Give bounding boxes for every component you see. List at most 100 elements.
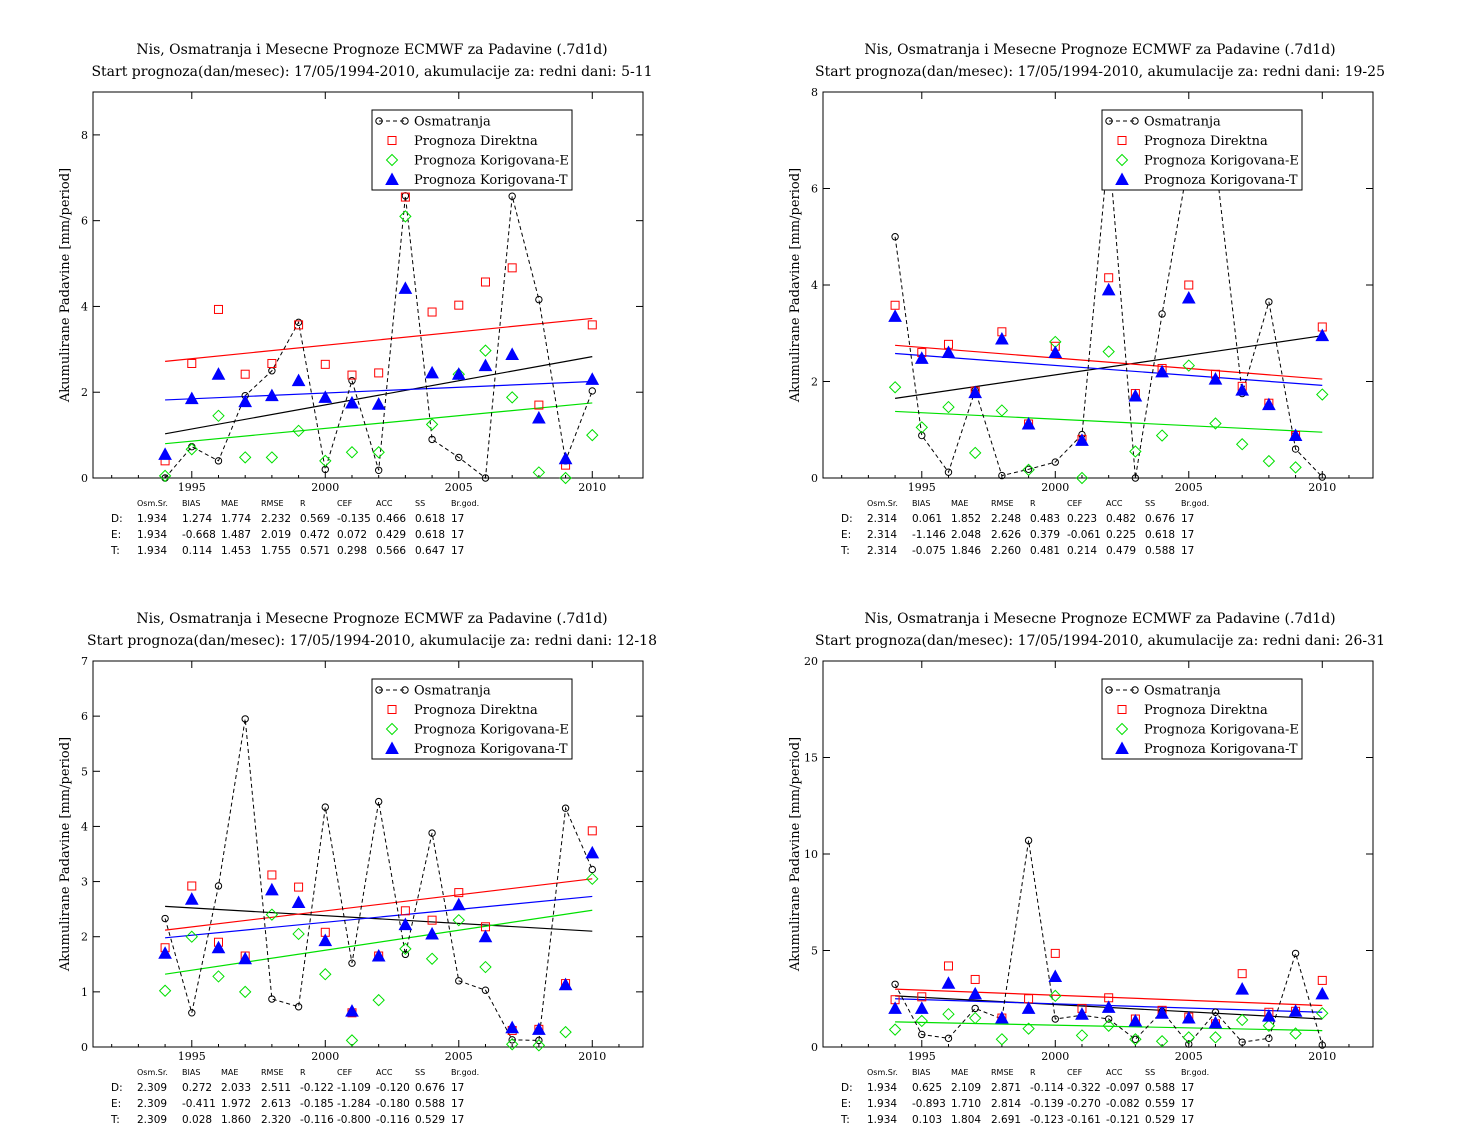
legend-label: Prognoza Korigovana-E [414, 723, 569, 738]
stats-row-label: T: [110, 1114, 120, 1126]
stats-header: BIAS [182, 499, 200, 508]
stats-value: 1.934 [137, 513, 167, 525]
stats-header: Br.god. [451, 499, 479, 508]
stats-row-label: E: [111, 529, 121, 541]
stats-row-label: T: [840, 545, 850, 557]
stats-value: 1.934 [137, 529, 167, 541]
stats-value: 0.272 [182, 1082, 212, 1094]
stats-value: 1.860 [221, 1114, 251, 1126]
point-diamond [1289, 1027, 1302, 1040]
stats-value: -0.135 [337, 513, 371, 525]
point-diamond [1075, 471, 1089, 485]
stats-value: 17 [451, 529, 464, 541]
point-square [187, 881, 197, 891]
legend-marker [385, 153, 399, 167]
stats-value: 0.483 [1030, 513, 1060, 525]
stats-value: 0.061 [912, 513, 942, 525]
legend-label: Osmatranja [1144, 115, 1221, 130]
stats-value: -0.123 [1030, 1114, 1064, 1126]
point-diamond [1075, 1029, 1089, 1042]
legend-marker [401, 117, 409, 125]
stats-value: 0.569 [300, 513, 330, 525]
chart-panel-1: Nis, Osmatranja i Mesecne Prognoze ECMWF… [58, 42, 653, 557]
stats-value: 0.481 [1030, 545, 1060, 557]
stats-value: 2.314 [867, 529, 897, 541]
point-diamond [185, 930, 198, 943]
point-diamond [532, 1039, 546, 1052]
legend-marker [1117, 136, 1127, 145]
stats-value: 2.309 [137, 1114, 167, 1126]
trend-line [895, 352, 1323, 386]
stats-value: 0.379 [1030, 529, 1060, 541]
point-square [1317, 975, 1327, 985]
chart-panel-2: Nis, Osmatranja i Mesecne Prognoze ECMWF… [788, 42, 1385, 557]
point-triangle [318, 390, 333, 403]
point-diamond [345, 1034, 359, 1047]
stats-value: 0.618 [415, 529, 445, 541]
point-diamond [915, 421, 928, 434]
point-square [480, 277, 490, 287]
stats-value: 0.103 [912, 1114, 942, 1126]
y-tick-label: 0 [811, 1041, 818, 1054]
y-tick-label: 20 [804, 655, 818, 668]
point-diamond [479, 960, 492, 974]
point-triangle [184, 892, 199, 905]
y-tick-label: 8 [81, 129, 88, 142]
point-square [890, 300, 900, 310]
legend-label: Osmatranja [414, 115, 491, 130]
point-circle [294, 1003, 303, 1011]
point-triangle [941, 976, 956, 989]
stats-value: 1.972 [221, 1098, 251, 1110]
point-square [187, 358, 197, 368]
stats-value: -1.284 [337, 1098, 371, 1110]
stats-value: 2.248 [991, 513, 1021, 525]
point-triangle [505, 347, 520, 360]
chart-subtitle: Start prognoza(dan/mesec): 17/05/1994-20… [815, 64, 1385, 80]
chart-subtitle: Start prognoza(dan/mesec): 17/05/1994-20… [815, 633, 1385, 649]
legend-label: Prognoza Korigovana-T [414, 173, 568, 188]
stats-header: ACC [376, 499, 393, 508]
stats-row-label: E: [841, 1098, 851, 1110]
stats-value: 0.466 [376, 513, 406, 525]
stats-header: R [300, 1068, 306, 1077]
legend-box [371, 109, 573, 191]
stats-value: 0.676 [1145, 513, 1175, 525]
stats-header: BIAS [182, 1068, 200, 1077]
point-square [917, 992, 927, 1002]
stats-value: 2.309 [137, 1082, 167, 1094]
stats-value: 17 [1181, 1098, 1194, 1110]
legend-label: Prognoza Direktna [414, 134, 538, 149]
point-triangle [158, 946, 172, 959]
stats-header: R [1030, 499, 1036, 508]
point-triangle [914, 351, 929, 364]
legend-label: Prognoza Korigovana-E [1144, 723, 1299, 738]
y-tick-label: 2 [811, 376, 818, 389]
stats-value: 17 [1181, 545, 1194, 557]
point-triangle [398, 917, 413, 931]
stats-value: -0.061 [1067, 529, 1101, 541]
legend-marker [1131, 686, 1139, 694]
point-diamond [238, 985, 252, 999]
series-line-osmatranja [164, 195, 593, 479]
point-triangle [398, 281, 413, 294]
stats-value: 0.114 [182, 545, 212, 557]
point-diamond [942, 400, 955, 414]
point-circle [481, 474, 490, 482]
trend-line [895, 335, 1323, 399]
stats-header: RMSE [991, 1068, 1014, 1077]
point-square [454, 300, 464, 310]
stats-row-label: E: [111, 1098, 121, 1110]
point-square [534, 400, 544, 410]
point-triangle [318, 933, 333, 947]
point-circle [1265, 1034, 1273, 1043]
y-tick-label: 5 [81, 765, 88, 778]
stats-row-label: T: [840, 1114, 850, 1126]
stats-header: RMSE [991, 499, 1014, 508]
trend-line [164, 356, 593, 435]
stats-value: 1.710 [951, 1098, 981, 1110]
stats-value: 2.511 [261, 1082, 291, 1094]
point-triangle [558, 451, 573, 465]
stats-header: SS [415, 1068, 425, 1077]
point-square [294, 882, 304, 892]
point-square [943, 961, 953, 971]
